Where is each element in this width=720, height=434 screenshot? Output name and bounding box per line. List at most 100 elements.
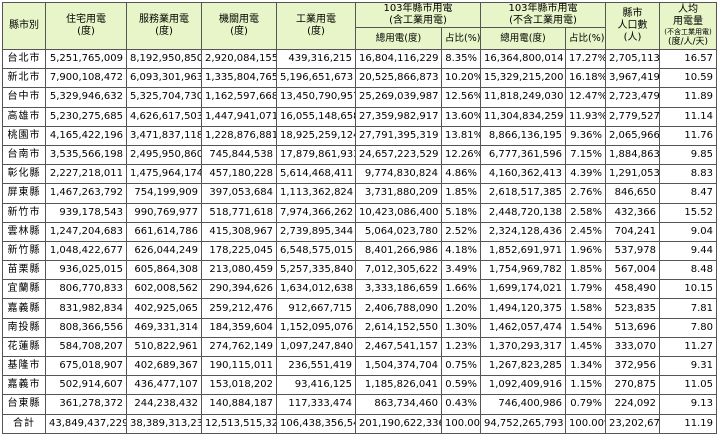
table-row: 彰化縣 2,227,218,011 1,475,964,174 457,180,228… — [2, 164, 717, 185]
industrial-cell: 16,055,148,658 — [276, 106, 356, 127]
table-row: 高雄市 5,230,275,685 4,626,617,503 1,447,941,0… — [2, 106, 717, 127]
excl-share-cell: 9.36% — [565, 125, 606, 146]
table-row: 新竹市 939,178,543 990,769,977 518,771,618 7,97… — [2, 202, 717, 223]
table-header: 縣市別 住宅用電 (度) 服務業用電 (度) 機關用電 (度) 工業用電 (度) 103… — [2, 2, 717, 50]
residential-cell: 831,982,834 — [45, 298, 127, 319]
excl-total-cell: 15,329,215,200 — [480, 68, 566, 89]
industrial-cell: 1,097,247,840 — [276, 336, 356, 358]
incl-total-cell: 2,614,152,550 — [355, 317, 442, 338]
county-cell: 台中市 — [2, 87, 46, 108]
excl-total-cell: 11,304,834,259 — [480, 106, 566, 127]
excl-total-cell: 8,866,136,195 — [480, 125, 566, 146]
service-cell: 5,325,704,730 — [126, 87, 202, 108]
service-cell: 754,199,909 — [126, 183, 202, 204]
table-row: 雲林縣 1,247,204,683 661,614,786 415,308,967 2,… — [2, 221, 717, 242]
service-cell: 402,689,367 — [126, 355, 202, 377]
government-cell: 153,018,202 — [201, 375, 277, 396]
excl-share-cell: 1.96% — [565, 240, 606, 262]
header-excl-total: 總用電(度) — [480, 27, 566, 50]
incl-share-cell: 1.30% — [441, 317, 481, 338]
excl-total-cell: 746,400,986 — [480, 394, 566, 415]
population-cell: 3,967,419 — [605, 68, 660, 89]
incl-total-cell: 3,333,186,659 — [355, 279, 442, 300]
table-row: 台東縣 361,278,372 244,238,432 140,884,187 117,… — [2, 394, 717, 415]
incl-share-cell: 1.23% — [441, 336, 481, 358]
service-cell: 605,864,308 — [126, 260, 202, 281]
county-cell: 苗栗縣 — [2, 260, 46, 281]
county-cell: 宜蘭縣 — [2, 279, 46, 300]
incl-total-cell: 16,804,116,229 — [355, 48, 442, 70]
per-capita-cell: 9.13 — [659, 394, 717, 415]
government-cell: 415,308,967 — [201, 221, 277, 242]
government-cell: 1,162,597,668 — [201, 87, 277, 108]
residential-cell: 808,366,556 — [45, 317, 127, 338]
incl-share-cell: 3.49% — [441, 260, 481, 281]
government-cell: 457,180,228 — [201, 164, 277, 185]
industrial-cell: 5,614,468,411 — [276, 164, 356, 185]
county-cell: 新竹縣 — [2, 240, 46, 262]
county-cell: 台南市 — [2, 144, 46, 166]
government-cell: 397,053,684 — [201, 183, 277, 204]
incl-share-cell: 4.18% — [441, 240, 481, 262]
header-population: 縣市 人口數 (人) — [605, 2, 660, 50]
header-per-capita: 人均 用電量 (不含工業用電) (度/人/天) — [659, 2, 717, 50]
industrial-cell: 6,548,575,015 — [276, 240, 356, 262]
table-row: 台南市 3,535,566,198 2,495,950,860 745,844,538… — [2, 144, 717, 166]
table-row: 新北市 7,900,108,472 6,093,301,963 1,335,804,7… — [2, 68, 717, 89]
per-capita-cell: 11.14 — [659, 106, 717, 127]
government-cell: 184,359,604 — [201, 317, 277, 338]
population-cell: 1,884,863 — [605, 144, 660, 166]
population-cell: 2,723,479 — [605, 87, 660, 108]
header-excl-share: 占比(%) — [565, 27, 606, 50]
industrial-cell: 5,196,651,673 — [276, 68, 356, 89]
incl-share-cell: 0.59% — [441, 375, 481, 396]
industrial-cell: 1,113,362,824 — [276, 183, 356, 204]
residential-cell: 502,914,607 — [45, 375, 127, 396]
service-cell: 990,769,977 — [126, 202, 202, 223]
header-service: 服務業用電 (度) — [126, 2, 202, 50]
excl-total-cell: 1,754,969,782 — [480, 260, 566, 281]
table-row: 嘉義縣 831,982,834 402,925,065 259,212,476 912,… — [2, 298, 717, 319]
county-cell: 台東縣 — [2, 394, 46, 415]
excl-share-cell: 1.54% — [565, 317, 606, 338]
excl-share-cell: 2.76% — [565, 183, 606, 204]
population-cell: 224,092 — [605, 394, 660, 415]
per-capita-cell: 11.89 — [659, 87, 717, 108]
population-cell: 523,835 — [605, 298, 660, 319]
excl-share-cell: 2.58% — [565, 202, 606, 223]
table-body: 台北市 5,251,765,009 8,192,950,850 2,920,084,1… — [2, 48, 717, 434]
county-cell: 嘉義縣 — [2, 298, 46, 319]
government-cell: 290,394,626 — [201, 279, 277, 300]
population-cell: 372,956 — [605, 355, 660, 377]
incl-share-cell: 5.18% — [441, 202, 481, 223]
incl-share-cell: 12.26% — [441, 144, 481, 166]
incl-share-cell: 1.66% — [441, 279, 481, 300]
county-cell: 高雄市 — [2, 106, 46, 127]
incl-total-cell: 9,774,830,824 — [355, 164, 442, 185]
residential-cell: 675,018,907 — [45, 355, 127, 377]
service-cell: 1,475,964,174 — [126, 164, 202, 185]
industrial-cell: 439,316,215 — [276, 48, 356, 70]
excl-total-cell: 1,370,293,317 — [480, 336, 566, 358]
county-cell: 彰化縣 — [2, 164, 46, 185]
population-cell: 567,004 — [605, 260, 660, 281]
residential-cell: 3,535,566,198 — [45, 144, 127, 166]
industrial-cell: 18,925,259,124 — [276, 125, 356, 146]
excl-total-cell: 16,364,800,014 — [480, 48, 566, 70]
population-cell: 458,490 — [605, 279, 660, 300]
excl-share-cell: 1.45% — [565, 336, 606, 358]
excl-share-cell: 4.39% — [565, 164, 606, 185]
incl-share-cell: 1.20% — [441, 298, 481, 319]
incl-total-cell: 27,791,395,319 — [355, 125, 442, 146]
per-capita-cell: 16.57 — [659, 48, 717, 70]
service-cell: 3,471,837,118 — [126, 125, 202, 146]
government-cell: 1,228,876,881 — [201, 125, 277, 146]
per-capita-cell: 11.05 — [659, 375, 717, 396]
excl-share-cell: 1.58% — [565, 298, 606, 319]
table-row: 花蓮縣 584,708,207 510,822,961 274,762,149 1,09… — [2, 336, 717, 358]
county-cell: 嘉義市 — [2, 375, 46, 396]
service-cell: 38,389,313,235 — [126, 413, 202, 434]
table-row: 屏東縣 1,467,263,792 754,199,909 397,053,684 1,… — [2, 183, 717, 204]
per-capita-cell: 8.47 — [659, 183, 717, 204]
table-row: 台中市 5,329,946,632 5,325,704,730 1,162,597,6… — [2, 87, 717, 108]
